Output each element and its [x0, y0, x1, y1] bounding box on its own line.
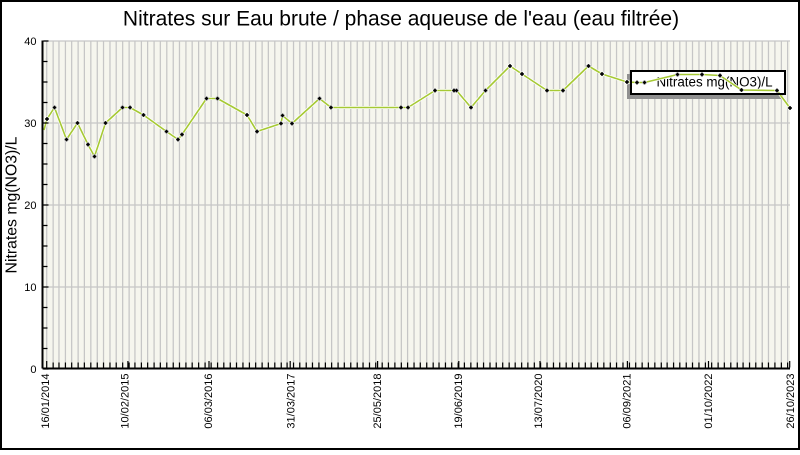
svg-text:01/10/2022: 01/10/2022 — [703, 374, 715, 429]
svg-text:10: 10 — [24, 282, 36, 294]
svg-text:Nitrates sur Eau brute / phase: Nitrates sur Eau brute / phase aqueuse d… — [123, 8, 679, 31]
svg-text:06/09/2021: 06/09/2021 — [622, 374, 634, 429]
svg-text:0: 0 — [30, 364, 36, 376]
svg-text:20: 20 — [24, 200, 36, 212]
svg-text:16/01/2014: 16/01/2014 — [40, 374, 52, 429]
svg-text:06/03/2016: 06/03/2016 — [203, 374, 215, 429]
svg-text:40: 40 — [24, 36, 36, 48]
svg-text:31/03/2017: 31/03/2017 — [286, 374, 298, 429]
svg-text:13/07/2020: 13/07/2020 — [533, 374, 545, 429]
svg-text:10/02/2015: 10/02/2015 — [120, 374, 132, 429]
svg-text:19/06/2019: 19/06/2019 — [453, 374, 465, 429]
svg-text:25/05/2018: 25/05/2018 — [372, 374, 384, 429]
svg-text:Nitrates mg(NO3)/L: Nitrates mg(NO3)/L — [657, 75, 773, 90]
svg-text:30: 30 — [24, 118, 36, 130]
svg-text:26/10/2023: 26/10/2023 — [785, 374, 797, 429]
svg-text:Nitrates mg(NO3)/L: Nitrates mg(NO3)/L — [3, 136, 20, 273]
